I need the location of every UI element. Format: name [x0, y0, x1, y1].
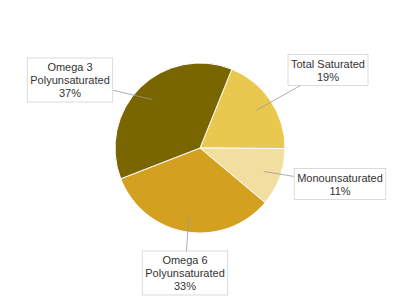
slice-label: Omega 3	[47, 61, 92, 73]
annotation-text: Omega 6Polyunsaturated33%	[145, 254, 225, 292]
annotation: Omega 6Polyunsaturated33%	[142, 215, 228, 295]
pie	[115, 63, 285, 233]
slice-label: Total Saturated	[291, 58, 365, 70]
label-box	[288, 55, 368, 86]
annotation-text: Monounsaturated11%	[297, 172, 383, 197]
annotation: Total Saturated19%	[257, 55, 368, 111]
data-label: 19%	[317, 71, 339, 83]
slice-label: Omega 6	[162, 254, 207, 266]
slice-label: Monounsaturated	[297, 172, 383, 184]
pie-slice	[115, 63, 232, 179]
chart: Total Saturated19% Monounsaturated11% Omeg…	[0, 0, 400, 308]
label-box	[294, 169, 386, 200]
annotation: Monounsaturated11%	[264, 169, 386, 200]
annotations: Total Saturated19% Monounsaturated11% Omeg…	[27, 55, 386, 296]
annotation-text: Omega 3Polyunsaturated37%	[30, 61, 110, 99]
data-label: 33%	[174, 280, 196, 292]
slice-label: Polyunsaturated	[145, 267, 225, 279]
annotation: Omega 3Polyunsaturated37%	[27, 58, 152, 102]
data-label: 37%	[59, 87, 81, 99]
label-box	[27, 58, 113, 102]
label-box	[142, 251, 228, 295]
annotation-text: Total Saturated19%	[291, 58, 365, 83]
slice-label: Polyunsaturated	[30, 74, 110, 86]
data-label: 11%	[329, 185, 350, 197]
